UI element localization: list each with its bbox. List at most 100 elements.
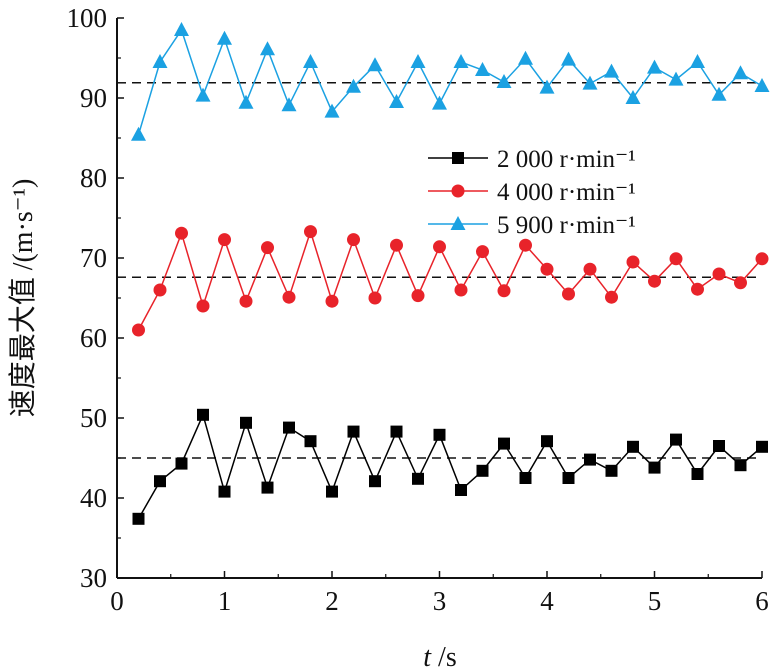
series-2-point xyxy=(691,282,704,296)
series-2-point xyxy=(196,299,210,313)
y-tick-label: 60 xyxy=(80,323,107,353)
series-3-line xyxy=(137,28,763,136)
series-3-point xyxy=(217,30,232,45)
series-2-point xyxy=(497,284,511,298)
series-3-point xyxy=(389,94,404,108)
series-3-point xyxy=(324,103,340,118)
series-2-line xyxy=(137,229,763,331)
legend-marker-1 xyxy=(452,152,464,164)
series-1-point xyxy=(326,485,338,498)
y-tick-label: 80 xyxy=(80,163,107,193)
series-3-point xyxy=(582,75,598,90)
series-2-point xyxy=(282,290,296,304)
series-2-point xyxy=(325,294,339,308)
series-3-point xyxy=(668,71,684,86)
series-2-point xyxy=(239,294,253,308)
y-tick-label: 40 xyxy=(80,483,107,513)
series-3-point xyxy=(131,126,146,141)
series-2-point xyxy=(390,238,403,252)
series-1-point xyxy=(562,472,575,484)
series-3-point xyxy=(281,97,297,112)
x-tick-label: 3 xyxy=(433,586,447,616)
x-tick-label: 6 xyxy=(755,586,769,616)
series-1-point xyxy=(283,421,295,434)
x-axis-label-var: t xyxy=(423,642,432,671)
x-tick-label: 1 xyxy=(218,586,232,616)
series-2-point xyxy=(132,323,145,337)
series-2-point xyxy=(433,240,446,254)
series-1-point xyxy=(584,453,596,466)
series-1-point xyxy=(369,475,381,488)
series-3-point xyxy=(475,62,490,76)
y-tick-label: 100 xyxy=(67,3,108,33)
series-2-point xyxy=(519,238,532,252)
x-tick-label: 4 xyxy=(540,586,554,616)
series-3-point xyxy=(647,59,662,74)
series-1-point xyxy=(347,425,360,438)
y-tick-label: 90 xyxy=(80,83,107,113)
series-1-point xyxy=(498,437,510,450)
series-3-point xyxy=(539,79,555,94)
series-2-point xyxy=(347,233,360,247)
series-3-point xyxy=(346,78,361,93)
series-1-point xyxy=(412,472,424,485)
series-2 xyxy=(132,225,769,337)
series-1-point xyxy=(476,464,489,477)
series-2-point xyxy=(755,252,769,266)
series-1-point xyxy=(756,440,768,453)
series-1-point xyxy=(627,440,639,453)
mean-lines xyxy=(117,82,762,459)
series-1-point xyxy=(691,468,704,480)
x-tick-label: 0 xyxy=(110,586,124,616)
series-3-point xyxy=(496,74,512,88)
legend-marker-3 xyxy=(450,216,466,230)
series-3-point xyxy=(260,41,275,56)
series-2-point xyxy=(261,241,274,255)
y-tick-label: 30 xyxy=(80,563,107,593)
series-3-point xyxy=(711,86,727,101)
series-1-point xyxy=(304,435,317,448)
series-3-point xyxy=(604,63,619,78)
series-1-point xyxy=(734,459,747,472)
series-3-point xyxy=(410,54,426,68)
series-1-point xyxy=(390,425,403,438)
series-2-point xyxy=(304,225,317,239)
series-3-point xyxy=(754,78,770,92)
series-3-point xyxy=(432,95,447,110)
x-tick-label: 5 xyxy=(648,586,662,616)
series-1-point xyxy=(132,512,145,525)
series-3-point xyxy=(625,90,641,104)
series-2-point xyxy=(476,245,489,259)
series-2-point xyxy=(454,283,468,297)
legend-marker-2 xyxy=(451,184,465,198)
series-3-point xyxy=(690,54,705,68)
series-1-point xyxy=(197,408,209,421)
series-3-point xyxy=(238,94,254,109)
series-1-point xyxy=(261,481,274,494)
series-2-point xyxy=(175,226,188,240)
series-1-point xyxy=(218,485,231,498)
series-1-point xyxy=(670,433,682,446)
series-3 xyxy=(131,22,770,141)
series-1-point xyxy=(713,440,725,452)
legend-label-2: 4 000 r·min⁻¹ xyxy=(497,179,636,206)
y-axis-label: 速度最大值 /(m·s⁻¹) xyxy=(7,179,39,418)
series-2-point xyxy=(411,289,425,303)
series-1-point xyxy=(648,461,661,474)
y-tick-label: 70 xyxy=(80,243,107,273)
series-group xyxy=(131,22,770,525)
series-1-point xyxy=(605,464,618,477)
series-3-point xyxy=(518,50,533,65)
x-axis-label-unit: /s xyxy=(431,642,457,671)
axes: 0 1 2 3 4 5 6 30 40 50 60 70 80 90 100 xyxy=(67,3,769,616)
series-3-point xyxy=(561,51,576,66)
series-3-point xyxy=(453,54,469,68)
series-2-point xyxy=(648,274,661,288)
series-1-point xyxy=(455,484,467,496)
series-2-point xyxy=(562,287,575,301)
series-2-point xyxy=(626,255,640,269)
y-tick-label: 50 xyxy=(80,403,107,433)
x-tick-label: 2 xyxy=(325,586,339,616)
series-2-point xyxy=(368,291,382,305)
series-3-point xyxy=(733,65,748,80)
